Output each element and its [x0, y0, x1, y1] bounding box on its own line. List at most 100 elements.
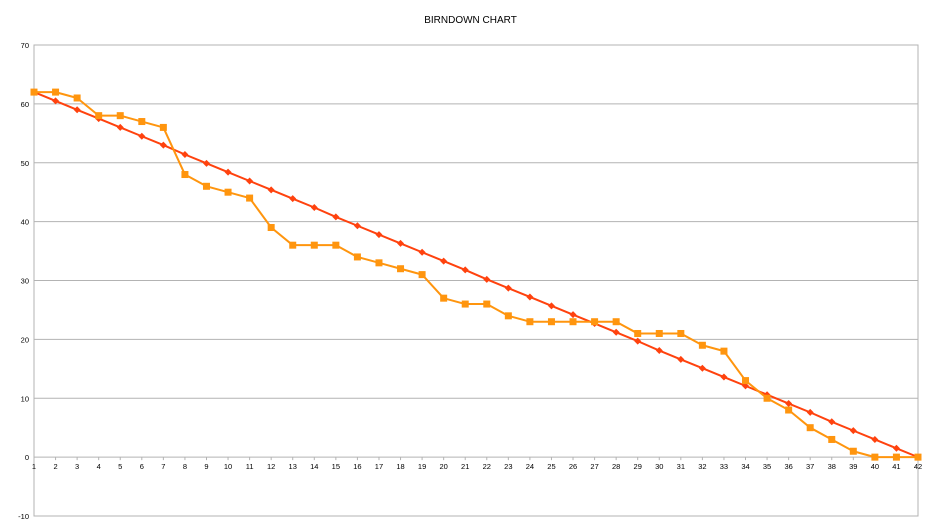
y-tick-label: 30 [21, 277, 29, 286]
series-line-2 [34, 91, 918, 459]
series-2-point [116, 112, 124, 120]
series-1-point [73, 106, 81, 114]
x-tick-label: 42 [914, 462, 922, 471]
x-tick-label: 25 [547, 462, 555, 471]
y-tick-label: 0 [25, 453, 29, 462]
series-2-point [806, 424, 814, 432]
x-tick-label: 10 [224, 462, 232, 471]
series-2-point [52, 88, 60, 96]
x-tick-label: 7 [161, 462, 165, 471]
series-line-1 [33, 91, 919, 459]
series-2-point [461, 300, 469, 308]
x-tick-label: 41 [892, 462, 900, 471]
y-tick-label: 20 [21, 335, 29, 344]
series-2-point [569, 318, 577, 326]
series-1-point [332, 213, 340, 221]
series-2-point [785, 406, 793, 414]
series-1-point [526, 293, 534, 301]
series-1-point [742, 382, 750, 390]
x-tick-label: 27 [590, 462, 598, 471]
series-1-point [698, 364, 706, 372]
series-2-point [677, 329, 685, 337]
x-tick-label: 26 [569, 462, 577, 471]
x-tick-label: 28 [612, 462, 620, 471]
x-tick-label: 18 [396, 462, 404, 471]
series-1-point [806, 408, 814, 416]
series-1-point [677, 355, 685, 363]
series-2-point [763, 394, 771, 402]
x-tick-label: 29 [634, 462, 642, 471]
x-tick-label: 12 [267, 462, 275, 471]
series-2-point [332, 241, 340, 249]
x-tick-label: 19 [418, 462, 426, 471]
series-2-point [95, 112, 103, 120]
y-tick-label: -10 [18, 512, 29, 521]
x-tick-label: 2 [53, 462, 57, 471]
x-tick-label: 17 [375, 462, 383, 471]
series-2-point [418, 271, 426, 279]
x-tick-label: 38 [828, 462, 836, 471]
series-1-point [246, 177, 254, 185]
x-tick-label: 8 [183, 462, 187, 471]
series-1-point [892, 444, 900, 452]
series-2-point [353, 253, 361, 261]
y-tick-label: 10 [21, 394, 29, 403]
x-tick-label: 40 [871, 462, 879, 471]
series-1-point [871, 435, 879, 443]
x-tick-label: 14 [310, 462, 318, 471]
series-2-point [159, 123, 167, 131]
series-2-point [871, 453, 879, 461]
series-2-point [138, 118, 146, 126]
series-2-point [504, 312, 512, 320]
series-1-point [547, 302, 555, 310]
series-2-point [655, 329, 663, 337]
y-tick-label: 60 [21, 100, 29, 109]
series-1-point [397, 239, 405, 247]
series-1-point [202, 159, 210, 167]
series-1-point [159, 141, 167, 149]
x-tick-label: 1 [32, 462, 36, 471]
chart-title: BIRNDOWN CHART [424, 15, 517, 26]
series-1-point [849, 427, 857, 435]
x-tick-label: 35 [763, 462, 771, 471]
x-tick-label: 16 [353, 462, 361, 471]
x-tick-label: 39 [849, 462, 857, 471]
series-1-point [461, 266, 469, 274]
series-2-point [483, 300, 491, 308]
series-2-point [849, 447, 857, 455]
x-tick-label: 4 [97, 462, 101, 471]
series-2-point [547, 318, 555, 326]
series-2-point [526, 318, 534, 326]
y-tick-label: 40 [21, 218, 29, 227]
series-1-point [569, 311, 577, 319]
x-tick-label: 13 [289, 462, 297, 471]
series-1-point [483, 275, 491, 283]
series-2-point [720, 347, 728, 355]
series-1-point [267, 186, 275, 194]
series-1-point [224, 168, 232, 176]
x-tick-label: 15 [332, 462, 340, 471]
series-1-point [612, 328, 620, 336]
series-1-point [720, 373, 728, 381]
series-2-point [612, 318, 620, 326]
series-1-point [785, 400, 793, 408]
x-tick-label: 36 [784, 462, 792, 471]
series-1-point [52, 97, 60, 105]
series-2-point [375, 259, 383, 267]
series-2-point [310, 241, 318, 249]
x-tick-label: 11 [246, 462, 254, 471]
series-1-point [310, 203, 318, 211]
y-tick-label: 70 [21, 41, 29, 50]
series-1-point [440, 257, 448, 265]
series-1-point [289, 195, 297, 203]
series-2-point [181, 171, 189, 179]
x-tick-label: 6 [140, 462, 144, 471]
series-2-point [892, 453, 900, 461]
series-1-point [116, 123, 124, 131]
series-2-point [440, 294, 448, 302]
x-tick-label: 37 [806, 462, 814, 471]
x-tick-label: 21 [461, 462, 469, 471]
series-2-point [202, 182, 210, 190]
